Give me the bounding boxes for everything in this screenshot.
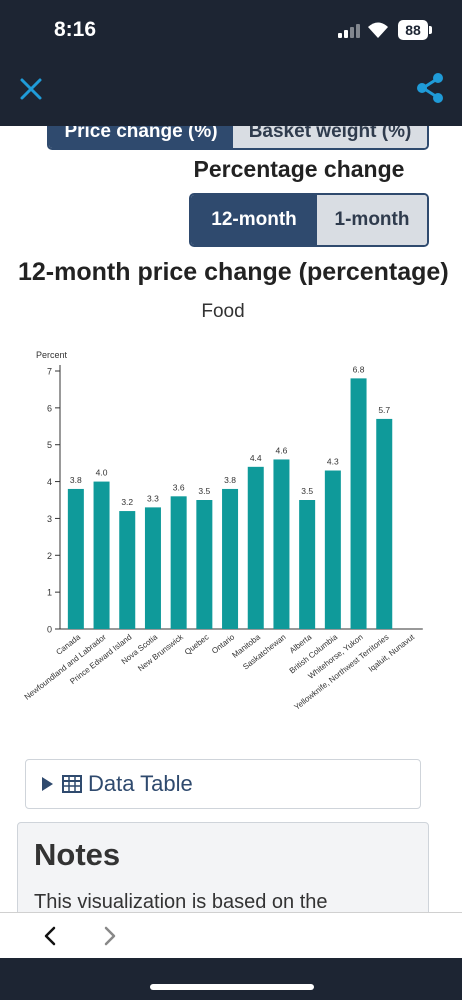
main-content: Price change (%) Basket weight (%) Perce… (0, 126, 462, 912)
bar-chart: Percent012345673.8Canada4.0Newfoundland … (23, 350, 423, 712)
chart-subtitle: Food (201, 301, 245, 322)
period-toggle: 12-month 1-month (189, 193, 429, 247)
period-12-month-option[interactable]: 12-month (191, 195, 317, 245)
bar (247, 466, 264, 629)
y-tick-label: 0 (47, 625, 52, 635)
expand-triangle-icon (42, 777, 53, 791)
data-label: 3.6 (173, 482, 185, 492)
chart-title: 12-month price change (percentage) (18, 258, 449, 286)
bar (324, 470, 341, 629)
data-label: 6.8 (353, 364, 365, 374)
data-table-toggle[interactable]: Data Table (25, 759, 421, 809)
signal-icon (338, 24, 362, 38)
data-label: 3.2 (121, 497, 133, 507)
data-label: 4.0 (96, 468, 108, 478)
x-tick-label: New Brunswick (136, 632, 185, 673)
y-axis-label: Percent (36, 350, 68, 360)
basket-weight-option[interactable]: Basket weight (%) (233, 126, 427, 148)
period-1-month-option[interactable]: 1-month (317, 195, 427, 245)
x-tick-label: Quebec (183, 632, 211, 656)
data-label: 3.8 (224, 475, 236, 485)
wifi-icon (368, 22, 388, 38)
bar (273, 459, 290, 629)
home-indicator[interactable] (150, 984, 314, 990)
battery-icon: 88 (398, 20, 428, 40)
price-change-option[interactable]: Price change (%) (49, 126, 233, 148)
close-icon[interactable] (16, 74, 46, 104)
bar (144, 507, 161, 629)
status-time: 8:16 (54, 18, 97, 41)
data-label: 3.3 (147, 493, 159, 503)
bar (196, 500, 213, 629)
bar (376, 418, 393, 629)
chevron-right-icon[interactable] (96, 923, 122, 949)
bar (67, 488, 84, 629)
data-table-label: Data Table (88, 771, 193, 796)
y-tick-label: 6 (47, 403, 52, 413)
y-tick-label: 3 (47, 514, 52, 524)
bar (299, 500, 316, 629)
x-tick-label: Iqaluit, Nunavut (367, 632, 417, 674)
bar (222, 488, 239, 629)
y-tick-label: 7 (47, 367, 52, 377)
bar (93, 481, 110, 629)
percentage-change-label: Percentage change (193, 156, 405, 182)
data-label: 3.5 (198, 486, 210, 496)
data-label: 4.3 (327, 457, 339, 467)
data-label: 3.8 (70, 475, 82, 485)
notes-title: Notes (34, 837, 121, 872)
table-icon (62, 775, 82, 793)
bar (119, 511, 136, 629)
bar (350, 378, 367, 629)
y-tick-label: 1 (47, 588, 52, 598)
chevron-left-icon[interactable] (38, 923, 64, 949)
nav-bar (0, 60, 462, 126)
notes-text: This visualization is based on the (34, 891, 328, 912)
notes-panel: Notes This visualization is based on the (17, 822, 429, 912)
bar (170, 496, 187, 629)
status-bar: 8:16 88 (0, 0, 462, 60)
y-tick-label: 5 (47, 440, 52, 450)
data-label: 3.5 (301, 486, 313, 496)
y-tick-label: 4 (47, 477, 52, 487)
browser-toolbar (0, 912, 462, 958)
metric-toggle: Price change (%) Basket weight (%) (47, 126, 429, 150)
y-tick-label: 2 (47, 551, 52, 561)
data-label: 4.6 (276, 445, 288, 455)
data-label: 4.4 (250, 453, 262, 463)
home-bar (0, 958, 462, 1000)
share-icon[interactable] (414, 72, 446, 104)
data-label: 5.7 (378, 405, 390, 415)
battery-tip (429, 26, 432, 34)
